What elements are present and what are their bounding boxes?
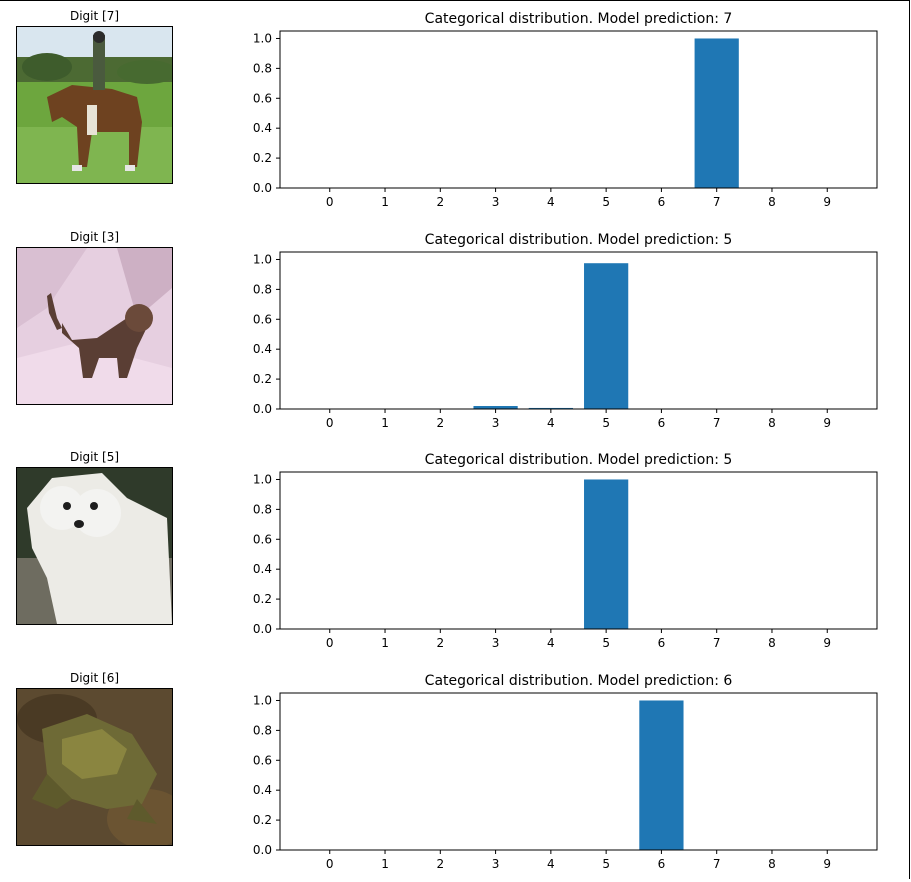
bar-7 (694, 38, 739, 188)
bar-4 (528, 407, 573, 409)
x-tick-label: 9 (823, 636, 831, 650)
x-tick-label: 7 (713, 636, 721, 650)
x-tick-label: 2 (436, 857, 444, 871)
bar-chart-svg: Categorical distribution. Model predicti… (253, 673, 878, 871)
panel-3: Digit [6] Categorical distribution. Mode… (0, 662, 911, 882)
y-tick-label: 0.4 (253, 783, 272, 797)
x-tick-label: 3 (492, 636, 500, 650)
chart-title: Categorical distribution. Model predicti… (425, 673, 733, 689)
x-tick-label: 4 (547, 857, 555, 871)
y-tick-label: 0.6 (253, 91, 272, 105)
axes-frame (279, 692, 878, 851)
x-tick-label: 3 (492, 416, 500, 430)
y-tick-label: 0.2 (253, 372, 272, 386)
y-tick-label: 0.4 (253, 342, 272, 356)
x-tick-label: 5 (602, 195, 610, 209)
y-tick-label: 1.0 (253, 472, 272, 486)
bar-chart-svg: Categorical distribution. Model predicti… (253, 11, 878, 209)
x-tick-label: 2 (436, 636, 444, 650)
y-tick-label: 0.0 (253, 181, 272, 195)
image-label: Digit [3] (69, 230, 120, 244)
x-tick-label: 1 (381, 416, 389, 430)
bar-3 (473, 406, 518, 409)
frog-image (16, 688, 173, 846)
y-tick-label: 0.2 (253, 592, 272, 606)
bar-6 (639, 700, 684, 850)
x-tick-label: 2 (436, 416, 444, 430)
x-tick-label: 3 (492, 195, 500, 209)
panel-0: Digit [7] Categorical distribution. Mode… (0, 0, 911, 220)
y-tick-label: 0.6 (253, 753, 272, 767)
x-tick-label: 8 (768, 195, 776, 209)
chart-title: Categorical distribution. Model predicti… (425, 232, 733, 248)
bar-chart-svg: Categorical distribution. Model predicti… (253, 232, 878, 430)
y-tick-label: 0.8 (253, 282, 272, 296)
horse-with-rider-image (16, 26, 173, 184)
y-tick-label: 0.0 (253, 622, 272, 636)
y-tick-label: 0.0 (253, 402, 272, 416)
x-tick-label: 0 (326, 857, 334, 871)
x-tick-label: 3 (492, 857, 500, 871)
x-tick-label: 1 (381, 195, 389, 209)
axes-frame (279, 30, 878, 189)
y-tick-label: 0.6 (253, 532, 272, 546)
x-tick-label: 6 (658, 195, 666, 209)
y-tick-label: 0.8 (253, 502, 272, 516)
x-tick-label: 6 (658, 857, 666, 871)
bar-chart: Categorical distribution. Model predicti… (200, 0, 911, 220)
axes-frame (279, 471, 878, 630)
chart-title: Categorical distribution. Model predicti… (425, 11, 733, 27)
x-tick-label: 4 (547, 195, 555, 209)
y-tick-label: 0.2 (253, 151, 272, 165)
y-tick-label: 0.0 (253, 843, 272, 857)
image-label: Digit [6] (69, 671, 120, 685)
x-tick-label: 9 (823, 416, 831, 430)
x-tick-label: 7 (713, 416, 721, 430)
bar-5 (584, 479, 629, 629)
x-tick-label: 2 (436, 195, 444, 209)
image-label: Digit [7] (69, 9, 120, 23)
x-tick-label: 9 (823, 195, 831, 209)
y-tick-label: 1.0 (253, 693, 272, 707)
x-tick-label: 8 (768, 416, 776, 430)
x-tick-label: 6 (658, 416, 666, 430)
y-tick-label: 0.8 (253, 723, 272, 737)
bar-chart: Categorical distribution. Model predicti… (200, 221, 911, 441)
axes-frame (279, 251, 878, 410)
bar-chart: Categorical distribution. Model predicti… (200, 662, 911, 882)
x-tick-label: 8 (768, 857, 776, 871)
x-tick-label: 5 (602, 857, 610, 871)
x-tick-label: 6 (658, 636, 666, 650)
panel-2: Digit [5] Categorical distribution. Mode… (0, 441, 911, 661)
panel-1: Digit [3] Categorical distribution. Mode… (0, 221, 911, 441)
y-tick-label: 0.8 (253, 61, 272, 75)
y-tick-label: 1.0 (253, 252, 272, 266)
x-tick-label: 4 (547, 636, 555, 650)
x-tick-label: 0 (326, 416, 334, 430)
x-tick-label: 4 (547, 416, 555, 430)
x-tick-label: 7 (713, 195, 721, 209)
y-tick-label: 1.0 (253, 31, 272, 45)
bar-5 (584, 263, 629, 409)
y-tick-label: 0.4 (253, 121, 272, 135)
x-tick-label: 7 (713, 857, 721, 871)
image-label: Digit [5] (69, 450, 120, 464)
y-tick-label: 0.6 (253, 312, 272, 326)
x-tick-label: 0 (326, 195, 334, 209)
x-tick-label: 5 (602, 416, 610, 430)
chart-title: Categorical distribution. Model predicti… (425, 452, 733, 468)
bar-chart-svg: Categorical distribution. Model predicti… (253, 452, 878, 650)
cat-image (16, 247, 173, 405)
white-dog-image (16, 467, 173, 625)
y-tick-label: 0.2 (253, 813, 272, 827)
x-tick-label: 1 (381, 636, 389, 650)
x-tick-label: 0 (326, 636, 334, 650)
y-tick-label: 0.4 (253, 562, 272, 576)
x-tick-label: 8 (768, 636, 776, 650)
x-tick-label: 9 (823, 857, 831, 871)
bar-chart: Categorical distribution. Model predicti… (200, 441, 911, 661)
x-tick-label: 5 (602, 636, 610, 650)
x-tick-label: 1 (381, 857, 389, 871)
